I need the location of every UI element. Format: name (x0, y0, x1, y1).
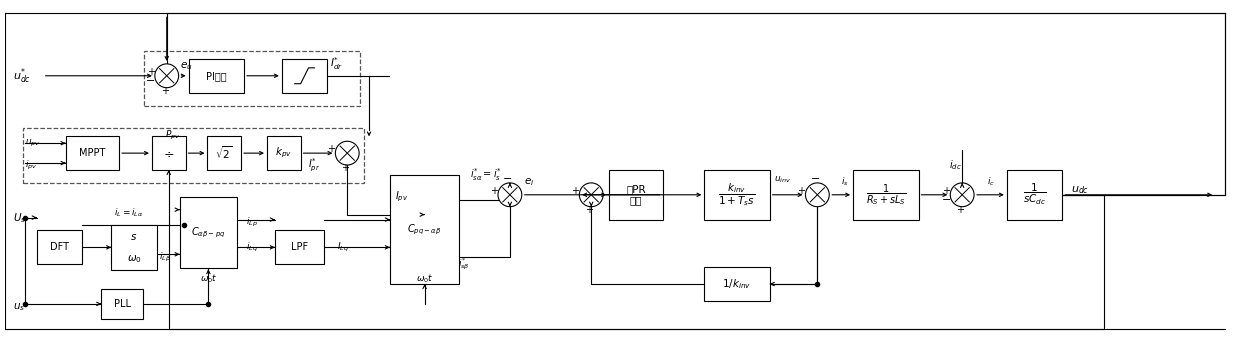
Text: +: + (490, 186, 498, 196)
Text: $u_{pv}$: $u_{pv}$ (25, 138, 41, 149)
Text: $e_i$: $e_i$ (524, 176, 534, 188)
Bar (144, 51, 360, 105)
Bar (704, 267, 770, 301)
Text: DFT: DFT (50, 242, 69, 252)
Bar (282, 59, 327, 93)
Text: $i_s$: $i_s$ (841, 176, 849, 188)
Text: +: + (572, 186, 579, 196)
Text: $e_u$: $e_u$ (180, 60, 192, 72)
Text: +: + (327, 144, 335, 154)
Bar (180, 197, 238, 268)
Text: $I_{pr}^{*}$: $I_{pr}^{*}$ (307, 156, 319, 174)
Text: +: + (161, 86, 168, 96)
Text: $i_{s\alpha}^{*}=i_s^{*}$: $i_{s\alpha}^{*}=i_s^{*}$ (470, 166, 501, 183)
Text: $i_{L\beta}$: $i_{L\beta}$ (158, 251, 171, 264)
Text: $i_{pv}$: $i_{pv}$ (25, 159, 37, 172)
Text: $1/k_{inv}$: $1/k_{inv}$ (723, 277, 751, 291)
Text: PLL: PLL (114, 299, 130, 309)
Text: −: − (942, 195, 951, 205)
Text: $I_{Lq}$: $I_{Lq}$ (337, 241, 349, 254)
Text: $\dfrac{1}{R_S+sL_S}$: $\dfrac{1}{R_S+sL_S}$ (865, 182, 906, 207)
Text: −: − (811, 174, 820, 184)
Text: +: + (147, 67, 155, 77)
Text: $\omega_0 t$: $\omega_0 t$ (199, 273, 217, 285)
Text: $\div$: $\div$ (163, 147, 175, 160)
Bar (152, 136, 186, 170)
Bar (267, 136, 301, 170)
Text: +: + (342, 163, 349, 173)
Text: $k_{pv}$: $k_{pv}$ (275, 146, 292, 160)
Text: $u_{dc}^{*}$: $u_{dc}^{*}$ (14, 66, 31, 85)
Text: $i_c$: $i_c$ (987, 176, 995, 188)
Text: +: + (942, 186, 951, 196)
Text: +: + (797, 186, 806, 196)
Bar (853, 170, 919, 220)
Bar (1006, 170, 1062, 220)
Bar (704, 170, 770, 220)
Bar (188, 59, 244, 93)
Circle shape (155, 64, 178, 88)
Text: $i_{s\beta}^{*}$: $i_{s\beta}^{*}$ (458, 256, 470, 272)
Text: $C_{\alpha\beta-pq}$: $C_{\alpha\beta-pq}$ (191, 225, 225, 240)
Bar (102, 289, 142, 319)
Circle shape (498, 183, 521, 207)
Text: $i_{Lp}$: $i_{Lp}$ (246, 216, 258, 229)
Circle shape (806, 183, 829, 207)
Text: MPPT: MPPT (79, 148, 105, 158)
Text: $I_{dr}^{*}$: $I_{dr}^{*}$ (331, 56, 343, 72)
Text: $\sqrt{2}$: $\sqrt{2}$ (215, 145, 233, 161)
Bar (390, 175, 459, 284)
Text: $U_s$: $U_s$ (14, 211, 26, 224)
Bar (275, 231, 324, 264)
Text: $\dfrac{k_{inv}}{1+T_s s}$: $\dfrac{k_{inv}}{1+T_s s}$ (718, 181, 755, 208)
Bar (208, 136, 241, 170)
Text: $i_{dc}$: $i_{dc}$ (950, 158, 962, 172)
Text: $u_s$: $u_s$ (14, 301, 25, 313)
Text: $P_{pv}$: $P_{pv}$ (165, 129, 180, 142)
Text: PI控制: PI控制 (206, 71, 227, 81)
Text: +: + (586, 205, 593, 215)
Circle shape (579, 183, 603, 207)
Text: $I_{pv}$: $I_{pv}$ (395, 190, 409, 204)
Text: $i_{Lq}$: $i_{Lq}$ (246, 241, 258, 254)
Bar (37, 231, 83, 264)
Text: $s$: $s$ (130, 233, 137, 242)
Text: 准PR
控制: 准PR 控制 (626, 184, 646, 205)
Text: LPF: LPF (291, 242, 308, 252)
Text: $u_{inv}$: $u_{inv}$ (774, 175, 791, 185)
Text: −: − (146, 76, 156, 86)
Bar (111, 224, 157, 270)
Text: $\omega_0$: $\omega_0$ (126, 253, 141, 265)
Text: +: + (956, 205, 964, 215)
Text: $\omega_0 t$: $\omega_0 t$ (416, 273, 433, 285)
Text: −: − (503, 174, 513, 184)
Circle shape (335, 141, 359, 165)
Bar (609, 170, 662, 220)
Bar (66, 136, 119, 170)
Text: $u_{dc}$: $u_{dc}$ (1071, 184, 1089, 196)
Text: $\dfrac{1}{sC_{dc}}$: $\dfrac{1}{sC_{dc}}$ (1023, 182, 1046, 207)
Bar (24, 128, 364, 183)
Text: $C_{pq-\alpha\beta}$: $C_{pq-\alpha\beta}$ (407, 222, 442, 237)
Circle shape (951, 183, 974, 207)
Text: $i_L=i_{L\alpha}$: $i_L=i_{L\alpha}$ (114, 206, 144, 219)
